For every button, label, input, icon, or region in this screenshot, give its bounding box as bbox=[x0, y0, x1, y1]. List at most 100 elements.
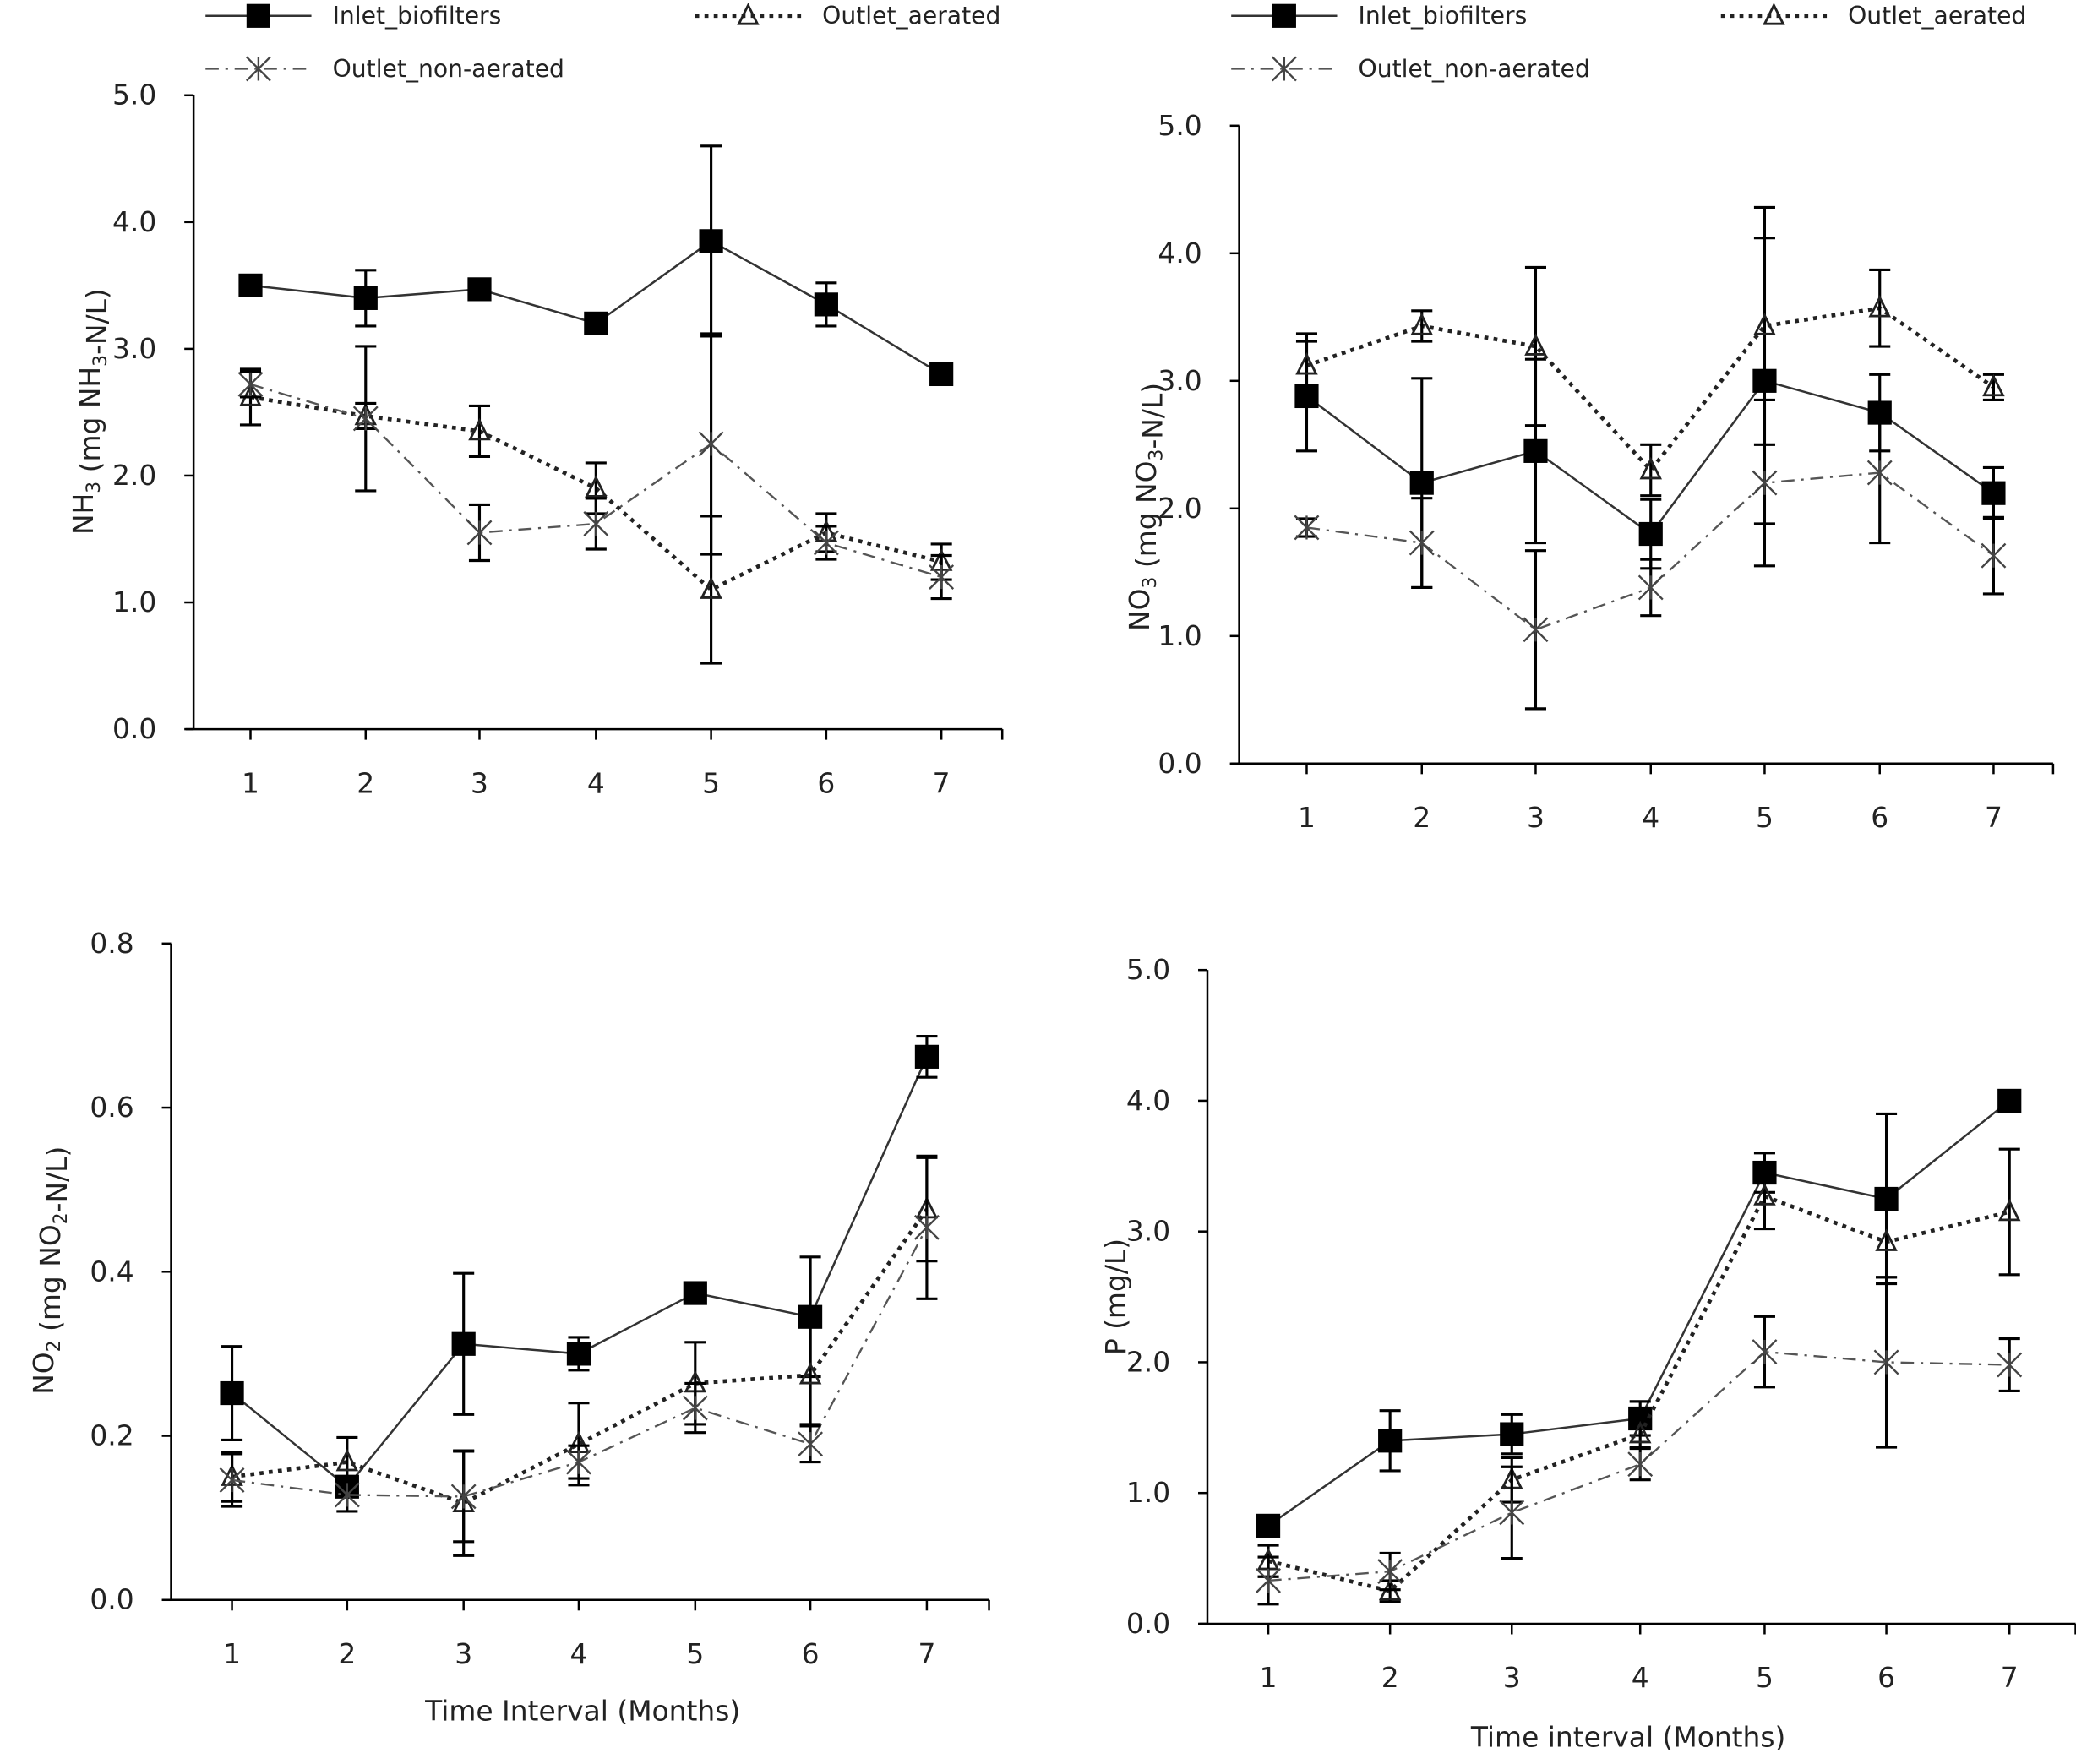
data-point-aerated bbox=[1628, 1420, 1652, 1444]
series-inlet bbox=[1294, 237, 2006, 589]
error-bar bbox=[799, 1324, 821, 1426]
y-axis-title-part: -N/L) bbox=[1136, 383, 1169, 449]
data-point-non_aerated bbox=[566, 1449, 591, 1475]
y-axis-title-subscript: 3 bbox=[1140, 577, 1161, 589]
data-point-inlet bbox=[814, 292, 838, 317]
data-point-non_aerated bbox=[1377, 1559, 1403, 1584]
data-point-aerated bbox=[335, 1448, 359, 1472]
y-tick-label: 1.0 bbox=[1158, 619, 1201, 652]
legend-item-non_aerated: Outlet_non-aerated bbox=[205, 55, 564, 83]
y-tick-label: 2.0 bbox=[1158, 492, 1201, 525]
series-non_aerated bbox=[237, 332, 955, 601]
y-tick-label: 5.0 bbox=[112, 79, 156, 112]
legend-nh3: Inlet_biofilters Outlet_aerated Outlet_non… bbox=[205, 2, 1000, 83]
legend-label: Outlet_aerated bbox=[822, 2, 1000, 30]
y-tick-label: 0.2 bbox=[90, 1418, 133, 1451]
y-axis-title-part: NH bbox=[67, 493, 100, 535]
data-point-inlet bbox=[1378, 1429, 1403, 1453]
data-point-aerated bbox=[798, 1361, 822, 1385]
y-tick-label: 0.6 bbox=[90, 1091, 133, 1124]
y-axis-title: P (mg/L) bbox=[1099, 1239, 1132, 1355]
data-point-non_aerated bbox=[1409, 530, 1435, 556]
data-point-inlet bbox=[683, 1281, 707, 1305]
data-point-non_aerated bbox=[1499, 1500, 1525, 1526]
data-point-non_aerated bbox=[1752, 470, 1778, 496]
x-tick-label: 3 bbox=[471, 766, 488, 799]
series-non_aerated bbox=[1294, 398, 2007, 710]
error-bar bbox=[1295, 332, 1318, 400]
data-point-inlet bbox=[1256, 1513, 1281, 1538]
data-point-inlet bbox=[1523, 438, 1548, 463]
x-tick-label: 5 bbox=[702, 766, 720, 799]
error-bar bbox=[1869, 268, 1891, 348]
data-point-non_aerated bbox=[813, 530, 839, 556]
y-axis-title-part: -N/L) bbox=[80, 288, 113, 355]
data-point-aerated bbox=[700, 576, 722, 599]
x-tick-label: 6 bbox=[1877, 1661, 1895, 1694]
y-tick-label: 0.0 bbox=[1158, 747, 1201, 780]
data-point-aerated bbox=[1639, 456, 1662, 480]
data-point-inlet bbox=[1409, 471, 1434, 495]
legend-marker-inlet bbox=[1272, 3, 1296, 28]
x-axis-title: Time Interval (Months) bbox=[424, 1694, 740, 1727]
y-tick-label: 2.0 bbox=[1126, 1345, 1170, 1378]
y-axis-title-subscript: 3 bbox=[84, 482, 105, 493]
data-point-inlet bbox=[699, 229, 723, 253]
x-tick-label: 3 bbox=[1527, 801, 1545, 834]
data-point-non_aerated bbox=[1981, 542, 2007, 569]
y-tick-label: 4.0 bbox=[1126, 1084, 1170, 1117]
x-tick-label: 1 bbox=[1298, 801, 1316, 834]
x-tick-label: 5 bbox=[686, 1637, 704, 1670]
y-tick-label: 4.0 bbox=[1158, 237, 1201, 270]
data-point-inlet bbox=[929, 362, 954, 387]
data-point-non_aerated bbox=[1997, 1352, 2023, 1378]
data-point-inlet bbox=[1500, 1422, 1524, 1446]
legend-item-inlet: Inlet_biofilters bbox=[1231, 2, 1527, 30]
x-tick-label: 5 bbox=[1756, 801, 1774, 834]
y-tick-label: 1.0 bbox=[112, 585, 156, 618]
x-tick-label: 4 bbox=[570, 1637, 588, 1670]
y-axis-title-part: NO bbox=[27, 1352, 60, 1394]
data-point-aerated bbox=[1875, 1228, 1898, 1251]
data-point-non_aerated bbox=[583, 511, 609, 536]
data-point-inlet bbox=[353, 286, 378, 310]
y-tick-label: 3.0 bbox=[1126, 1215, 1170, 1248]
y-tick-label: 5.0 bbox=[1158, 109, 1201, 142]
data-point-non_aerated bbox=[682, 1395, 708, 1421]
error-bar bbox=[1753, 1162, 1775, 1231]
y-axis-title-subscript: 2 bbox=[51, 1212, 72, 1224]
legend-label: Inlet_biofilters bbox=[1359, 2, 1528, 30]
data-point-non_aerated bbox=[450, 1484, 477, 1510]
data-point-inlet bbox=[1997, 1088, 2022, 1113]
data-point-inlet bbox=[914, 1044, 940, 1069]
data-point-non_aerated bbox=[1873, 1349, 1899, 1375]
data-point-non_aerated bbox=[1752, 1339, 1778, 1364]
y-axis-title: NH3 (mg NH3-N/L) bbox=[67, 288, 113, 535]
series-line-aerated bbox=[1267, 1193, 2010, 1593]
data-point-non_aerated bbox=[237, 371, 264, 397]
error-bar bbox=[468, 404, 491, 459]
x-tick-label: 2 bbox=[1413, 801, 1430, 834]
data-point-aerated bbox=[585, 475, 608, 498]
x-tick-label: 6 bbox=[1871, 801, 1888, 834]
x-tick-label: 3 bbox=[1503, 1661, 1521, 1694]
data-point-aerated bbox=[1410, 313, 1433, 335]
data-point-inlet bbox=[566, 1342, 591, 1366]
x-tick-label: 7 bbox=[1985, 801, 2002, 834]
data-point-inlet bbox=[1638, 521, 1663, 547]
x-tick-label: 6 bbox=[802, 1637, 820, 1670]
x-tick-label: 2 bbox=[357, 766, 374, 799]
y-tick-label: 0.8 bbox=[90, 927, 133, 960]
y-axis-title-part: (mg NH bbox=[74, 367, 106, 482]
y-axis-title-subscript: 2 bbox=[44, 1340, 65, 1352]
x-tick-label: 7 bbox=[933, 766, 951, 799]
y-tick-label: 0.0 bbox=[1126, 1607, 1170, 1640]
data-point-aerated bbox=[1997, 1198, 2021, 1222]
data-point-aerated bbox=[1868, 295, 1891, 318]
y-tick-label: 4.0 bbox=[112, 205, 156, 238]
data-point-non_aerated bbox=[798, 1431, 824, 1457]
data-point-aerated bbox=[1982, 373, 2005, 397]
y-axis-title-subscript: 3 bbox=[1147, 449, 1168, 461]
